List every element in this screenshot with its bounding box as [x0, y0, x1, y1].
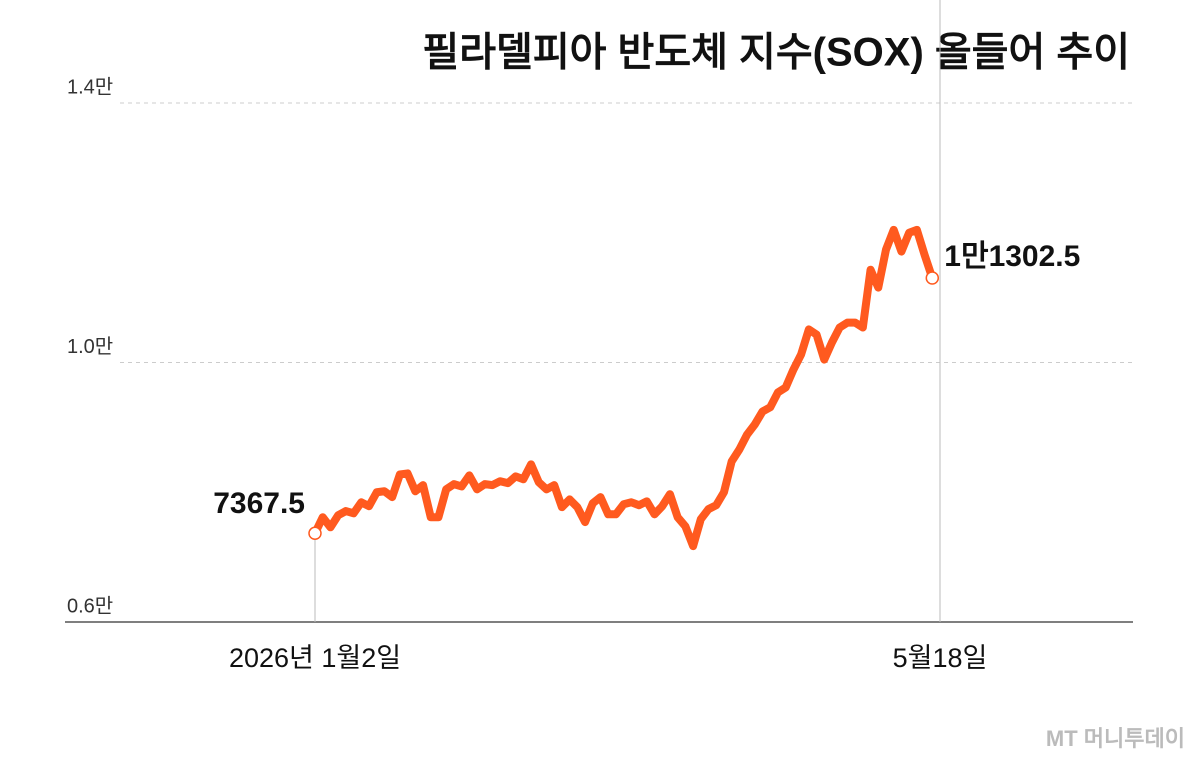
- marker: [308, 526, 322, 541]
- logo: MT 머니투데이: [1046, 726, 1185, 751]
- data-label: 1만1302.5: [944, 240, 1080, 273]
- y-tick-label: 0.6만: [67, 594, 113, 617]
- chart-title: 필라델피아 반도체 지수(SOX) 올들어 추이: [422, 31, 1130, 75]
- marker: [925, 271, 940, 285]
- data-label: 7367.5: [213, 487, 305, 520]
- x-tick-label: 2026년 1월2일: [229, 643, 401, 673]
- y-tick-label: 1.4만: [67, 75, 113, 98]
- y-tick-label: 1.0만: [67, 335, 113, 358]
- x-tick-label: 5월18일: [893, 643, 988, 673]
- line: [311, 225, 937, 551]
